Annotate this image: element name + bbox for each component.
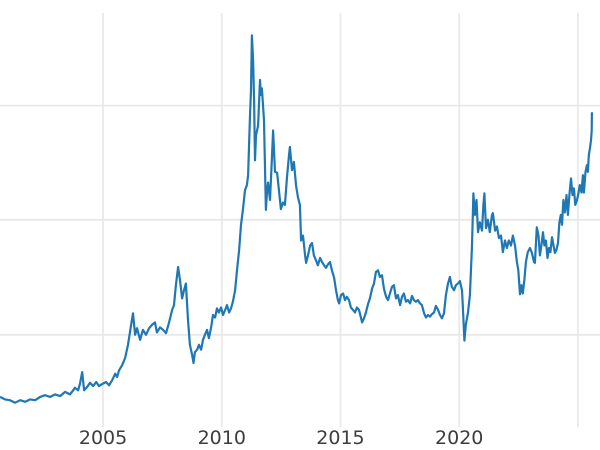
x-axis-tick-labels: 2005 2010 2015 2020 [79, 427, 484, 449]
x-tick-label: 2015 [316, 427, 364, 449]
price-line-series [0, 34, 593, 404]
x-tick-label: 2010 [198, 427, 246, 449]
x-tick-label: 2005 [79, 427, 127, 449]
x-tick-label: 2020 [435, 427, 483, 449]
